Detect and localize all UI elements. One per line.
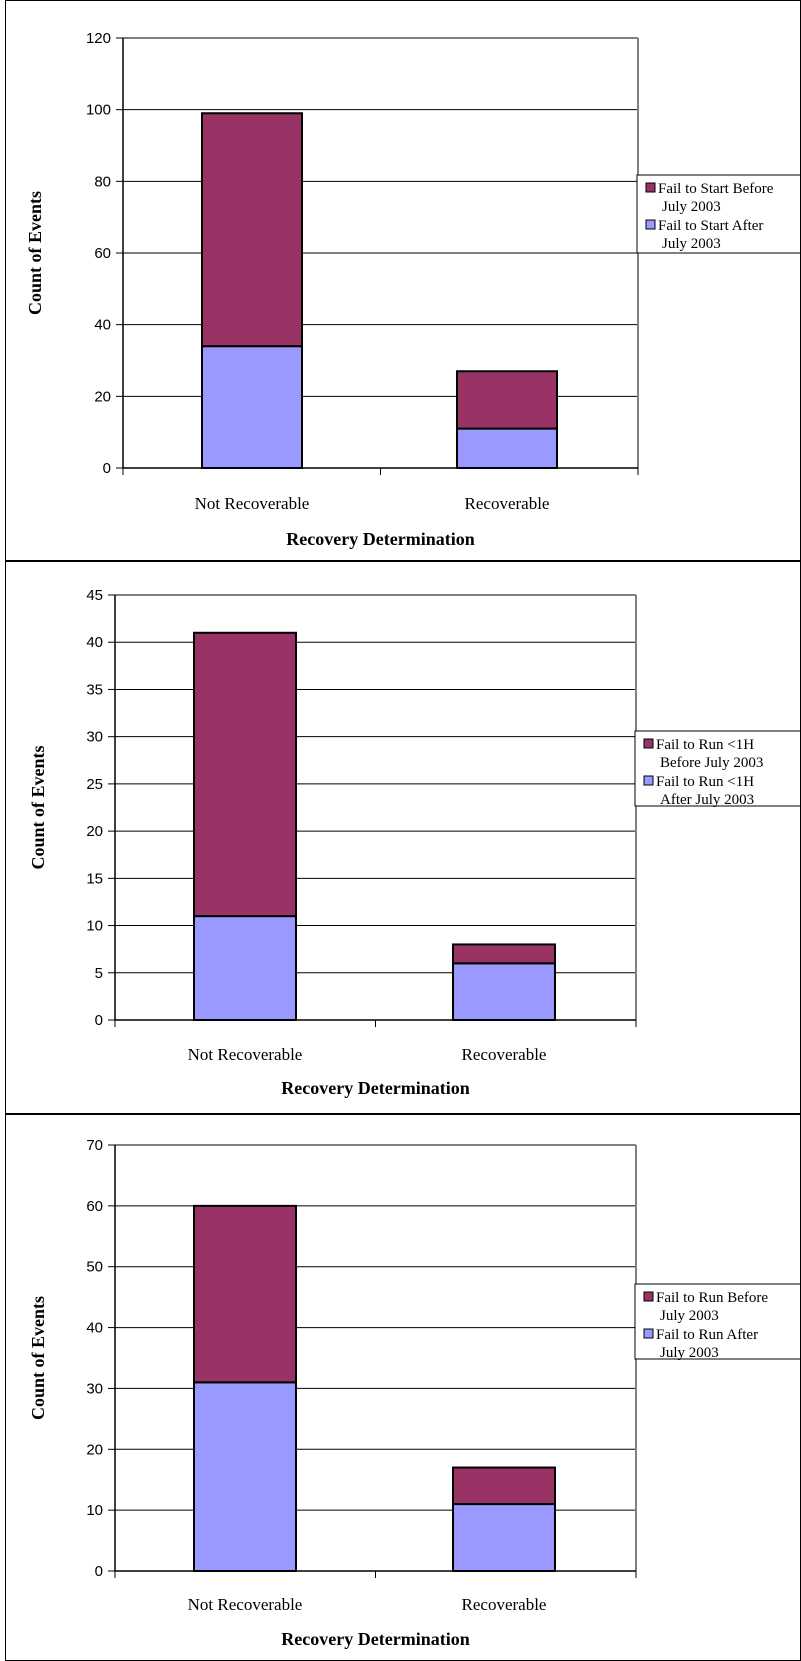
legend-label: Fail to Run <1H [656,737,754,753]
y-tick-label: 0 [103,460,111,477]
legend-swatch [643,1328,654,1339]
y-tick-label: 15 [86,870,103,887]
y-tick-label: 120 [86,30,111,47]
bar-before-1 [452,943,556,965]
y-tick-label: 70 [86,1137,103,1154]
y-tick-label: 50 [86,1259,103,1276]
legend-label: July 2003 [662,199,721,215]
legend-label: Fail to Run After [656,1327,758,1343]
legend-label: After July 2003 [660,792,754,808]
legend-swatch [645,182,656,193]
legend-swatch [643,738,654,749]
legend-swatch [645,219,656,230]
legend-label: July 2003 [662,236,721,252]
bar-after-1 [452,962,556,1022]
x-category-label: Not Recoverable [188,1045,303,1064]
bar-before-0 [193,1204,297,1384]
y-axis-title: Count of Events [28,745,48,869]
legend-swatch [643,775,654,786]
chart-panel-fail-to-run-1h: 0 5 10 15 20 25 30 35 40 45 Not Recoverable Recover… [5,561,801,1114]
x-category-label: Not Recoverable [195,494,310,513]
bar-after-1 [452,1503,556,1572]
x-category-label: Recoverable [462,1595,547,1614]
y-tick-label: 40 [86,1320,103,1337]
legend-box [634,730,800,807]
bar-before-1 [456,370,558,430]
bar-after-1 [456,427,558,470]
bar-after-0 [193,915,297,1021]
x-axis-title: Recovery Determination [281,1078,469,1098]
y-tick-label: 45 [86,587,103,604]
legend-label: Fail to Start Before [658,181,774,197]
y-tick-label: 10 [86,918,103,935]
legend-label: July 2003 [660,1308,719,1324]
bar-before-1 [452,1466,556,1506]
y-tick-label: 20 [86,1441,103,1458]
legend-box [636,174,800,254]
legend-label: July 2003 [660,1345,719,1361]
y-tick-label: 10 [86,1502,103,1519]
legend-label: Fail to Run <1H [656,774,754,790]
chart-fail-to-start: 0 20 40 60 80 100 120 Not Recoverable Recoverabl… [25,30,800,549]
chart-fail-to-run-1h: 0 5 10 15 20 25 30 35 40 45 Not Recoverable Recover… [28,587,800,1098]
bar-after-0 [193,1381,297,1573]
legend-swatch [643,1291,654,1302]
y-tick-label: 0 [95,1563,103,1580]
y-tick-label: 5 [95,965,103,982]
y-tick-label: 0 [95,1012,103,1029]
legend-label: Fail to Start After [658,218,763,234]
y-tick-label: 80 [94,173,111,190]
chart-panel-fail-to-run: 0 10 20 30 40 50 60 70 Not Recoverable Recoverabl… [5,1114,801,1661]
y-tick-label: 60 [94,245,111,262]
y-tick-label: 20 [94,388,111,405]
y-axis-title: Count of Events [25,191,45,315]
y-tick-label: 100 [86,102,111,119]
legend-box [634,1283,800,1360]
x-axis-title: Recovery Determination [281,1629,469,1649]
x-category-label: Recoverable [465,494,550,513]
y-tick-label: 60 [86,1198,103,1215]
y-tick-label: 40 [86,634,103,651]
x-category-label: Recoverable [462,1045,547,1064]
bar-after-0 [201,345,303,469]
y-tick-label: 40 [94,317,111,334]
bar-before-0 [193,631,297,918]
y-tick-label: 30 [86,1380,103,1397]
legend-label: Before July 2003 [660,755,763,771]
chart-fail-to-run: 0 10 20 30 40 50 60 70 Not Recoverable Recoverabl… [28,1137,800,1649]
legend-label: Fail to Run Before [656,1290,768,1306]
y-axis-title: Count of Events [28,1296,48,1420]
y-tick-label: 30 [86,729,103,746]
x-category-label: Not Recoverable [188,1595,303,1614]
bar-before-0 [201,112,303,348]
y-tick-label: 35 [86,681,103,698]
y-tick-label: 20 [86,823,103,840]
y-tick-label: 25 [86,776,103,793]
x-axis-title: Recovery Determination [286,529,474,549]
chart-panel-fail-to-start: 0 20 40 60 80 100 120 Not Recoverable Recoverabl… [5,0,801,561]
